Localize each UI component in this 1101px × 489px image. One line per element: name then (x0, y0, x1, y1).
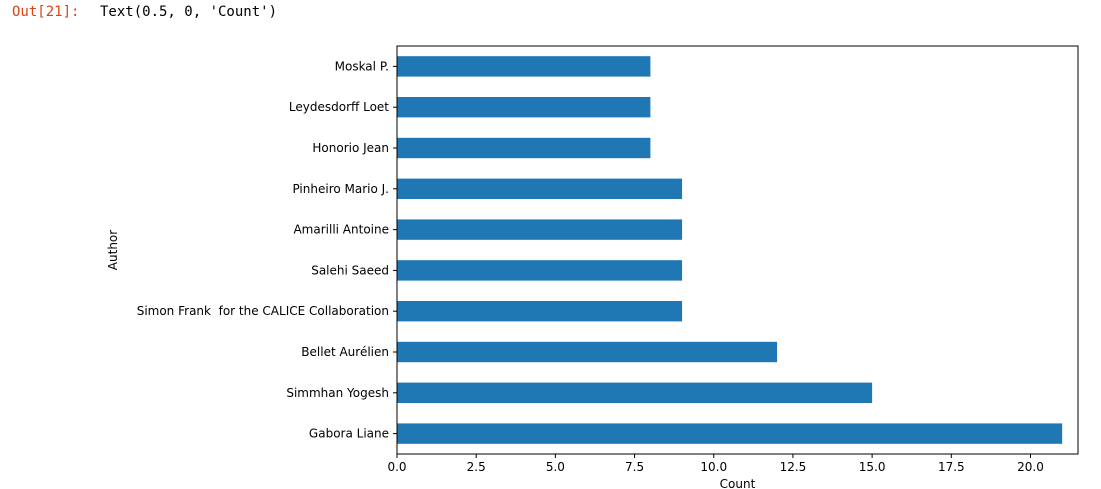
bar (397, 178, 683, 199)
y-tick-label: Amarilli Antoine (293, 223, 389, 237)
y-tick-label: Simon Frank for the CALICE Collaboration (137, 304, 389, 318)
bar (397, 137, 651, 159)
x-tick-label: 15.0 (859, 460, 886, 474)
output-text: Text(0.5, 0, 'Count') (100, 4, 278, 20)
bar (397, 301, 683, 322)
bar (397, 423, 1063, 444)
output-prompt: Out[21]: (12, 4, 80, 20)
bar (397, 260, 683, 281)
bar (397, 56, 651, 77)
y-tick-label: Moskal P. (335, 59, 389, 73)
x-axis-label: Count (720, 477, 756, 489)
y-tick-label: Bellet Aurélien (301, 345, 389, 359)
y-tick-label: Honorio Jean (312, 141, 389, 155)
y-axis-label: Author (106, 230, 120, 270)
x-tick-label: 12.5 (780, 460, 807, 474)
y-tick-label: Simmhan Yogesh (286, 386, 389, 400)
x-tick-label: 5.0 (546, 460, 565, 474)
x-tick-label: 2.5 (467, 460, 486, 474)
y-tick-label: Salehi Saeed (311, 263, 389, 277)
bar (397, 219, 683, 240)
bar (397, 382, 873, 403)
bar (397, 341, 778, 363)
x-tick-label: 20.0 (1017, 460, 1044, 474)
plot-frame (396, 45, 1079, 455)
bar (397, 97, 651, 118)
y-tick-label: Leydesdorff Loet (289, 100, 389, 114)
x-tick-label: 17.5 (938, 460, 965, 474)
y-tick-label: Pinheiro Mario J. (292, 182, 389, 196)
y-tick-label: Gabora Liane (309, 427, 389, 441)
x-tick-label: 10.0 (700, 460, 727, 474)
x-tick-label: 7.5 (625, 460, 644, 474)
x-tick-label: 0.0 (387, 460, 406, 474)
